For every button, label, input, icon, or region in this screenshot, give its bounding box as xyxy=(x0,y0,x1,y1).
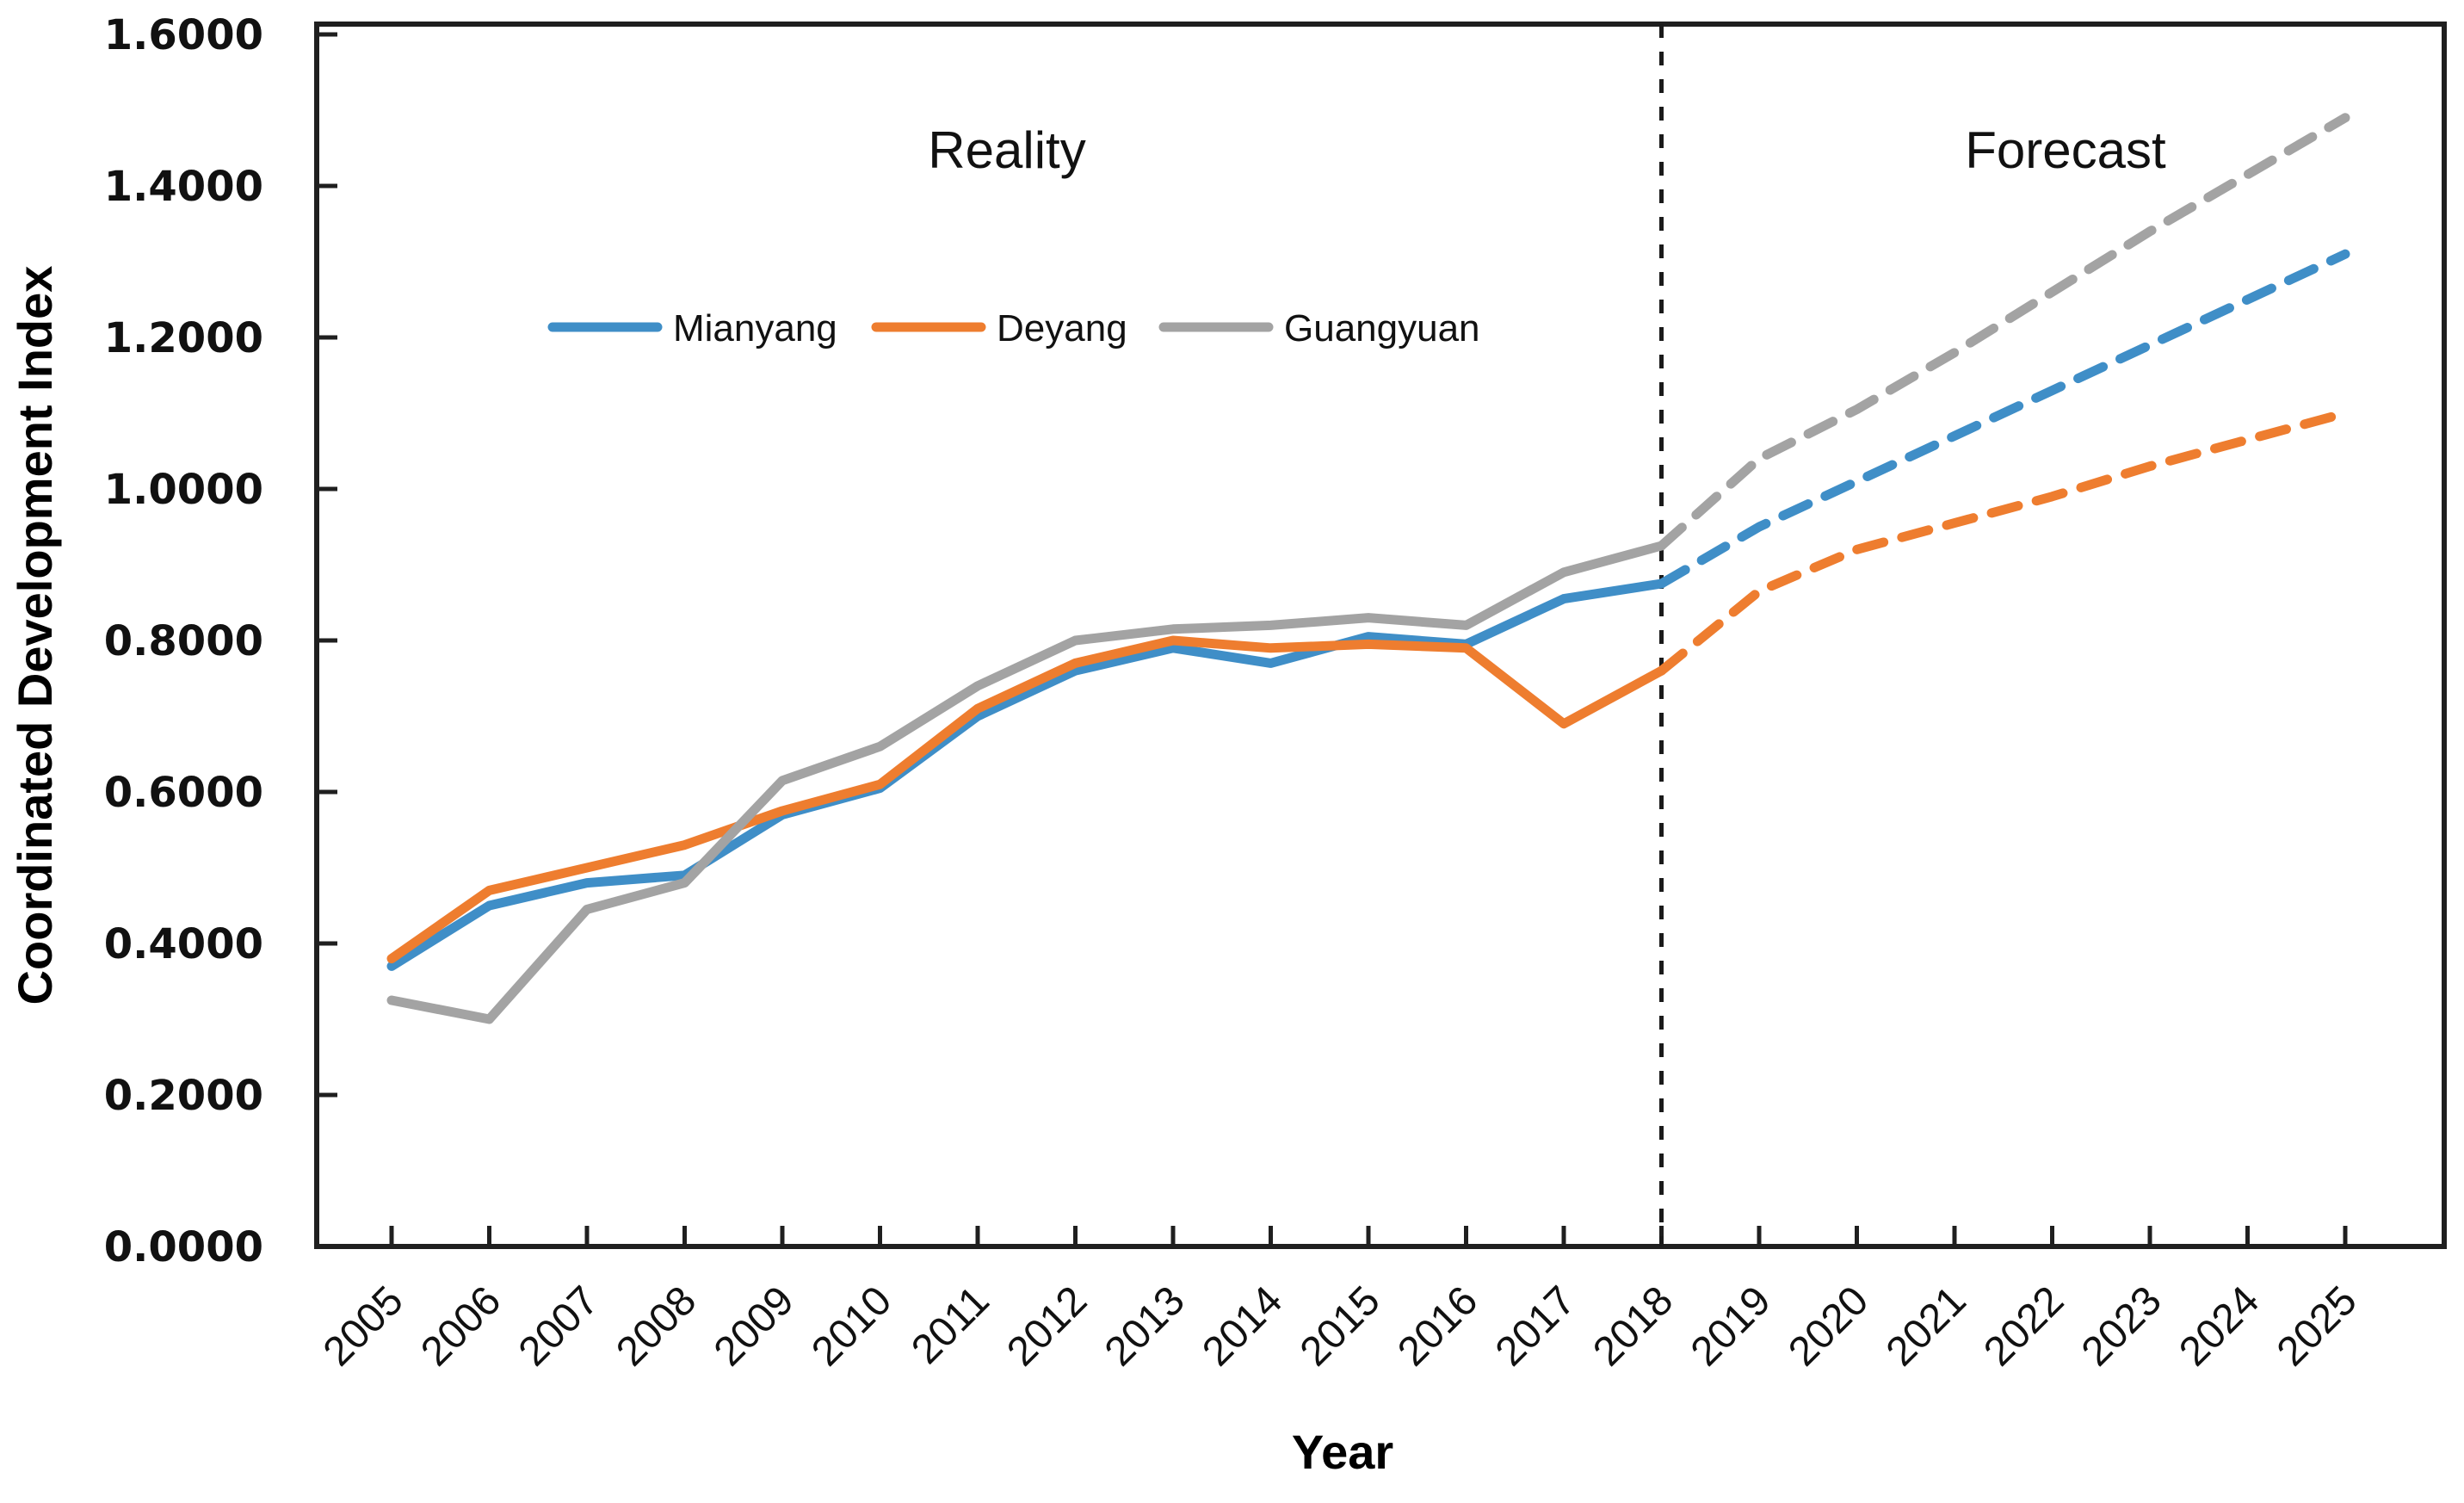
x-tick-label: 2025 xyxy=(2269,1277,2366,1375)
y-tick-label: 1.6000 xyxy=(104,11,263,59)
x-tick-label: 2023 xyxy=(2073,1277,2171,1375)
x-tick-label: 2017 xyxy=(1487,1277,1584,1375)
series-deyang-forecast xyxy=(1657,408,2350,676)
series-guangyuan-reality xyxy=(386,541,1666,1024)
y-axis-title: Coordinated Development Index xyxy=(8,266,62,1005)
legend-label-mianyang: Mianyang xyxy=(673,307,837,349)
y-tick-label: 1.0000 xyxy=(104,466,263,514)
x-tick-label: 2009 xyxy=(706,1277,803,1375)
plot-border xyxy=(314,22,2447,1249)
x-tick-label: 2024 xyxy=(2171,1277,2268,1375)
y-tick-label: 0.4000 xyxy=(104,920,263,968)
x-tick-label: 2012 xyxy=(998,1277,1096,1375)
x-tick-label: 2014 xyxy=(1194,1277,1291,1375)
x-tick-label: 2013 xyxy=(1096,1277,1194,1375)
series-mianyang-forecast xyxy=(1657,249,2350,589)
legend-label-guangyuan: Guangyuan xyxy=(1284,307,1480,349)
x-tick-label: 2010 xyxy=(803,1277,900,1375)
x-tick-label: 2015 xyxy=(1292,1277,1389,1375)
x-tick-label: 2019 xyxy=(1683,1277,1780,1375)
region-label-reality: Reality xyxy=(928,121,1085,179)
x-tick-label: 2016 xyxy=(1389,1277,1486,1375)
y-tick-label: 0.6000 xyxy=(104,769,263,817)
y-tick-label: 0.8000 xyxy=(104,617,263,665)
x-tick-label: 2018 xyxy=(1584,1277,1682,1375)
x-tick-label: 2011 xyxy=(903,1277,997,1372)
x-tick-label: 2006 xyxy=(412,1277,509,1375)
y-tick-label: 1.2000 xyxy=(104,314,263,362)
region-label-forecast: Forecast xyxy=(1965,121,2166,179)
series-guangyuan-forecast xyxy=(1657,113,2350,551)
x-tick-label: 2008 xyxy=(608,1277,705,1375)
x-tick-label: 2020 xyxy=(1780,1277,1877,1375)
x-tick-label: 2007 xyxy=(510,1277,608,1375)
x-tick-label: 2005 xyxy=(315,1277,412,1375)
x-tick-label: 2021 xyxy=(1878,1277,1975,1375)
y-tick-label: 1.4000 xyxy=(104,163,263,211)
legend-label-deyang: Deyang xyxy=(997,307,1127,349)
y-tick-label: 0.2000 xyxy=(104,1072,263,1120)
x-tick-label: 2022 xyxy=(1975,1277,2072,1375)
y-tick-label: 0.0000 xyxy=(104,1223,263,1271)
series-deyang-reality xyxy=(386,635,1666,964)
x-axis-title: Year xyxy=(1292,1425,1393,1479)
